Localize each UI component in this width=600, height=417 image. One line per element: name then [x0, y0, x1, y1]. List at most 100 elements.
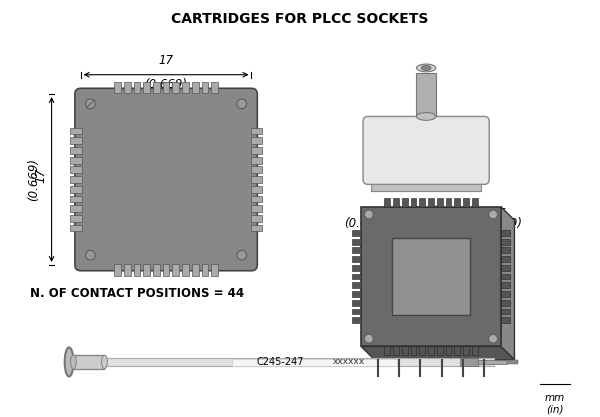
Text: (0.629): (0.629): [344, 217, 388, 230]
Circle shape: [86, 250, 95, 260]
Bar: [202, 81, 208, 93]
Bar: [211, 264, 218, 276]
Circle shape: [365, 210, 373, 219]
Circle shape: [86, 99, 95, 109]
Bar: [402, 347, 408, 355]
Bar: [251, 157, 262, 163]
Bar: [163, 264, 169, 276]
Bar: [385, 347, 390, 355]
Bar: [419, 347, 425, 355]
Bar: [251, 215, 262, 222]
Bar: [70, 157, 82, 163]
Bar: [134, 264, 140, 276]
Bar: [410, 198, 416, 207]
Bar: [437, 347, 443, 355]
Bar: [202, 264, 208, 276]
Ellipse shape: [416, 64, 436, 72]
Bar: [70, 147, 82, 154]
Ellipse shape: [101, 355, 107, 369]
Text: 16: 16: [491, 207, 506, 220]
Bar: [385, 198, 390, 207]
Bar: [251, 186, 262, 193]
Bar: [70, 205, 82, 212]
Text: 17: 17: [35, 168, 48, 183]
Bar: [463, 347, 469, 355]
Bar: [460, 358, 478, 366]
Bar: [501, 291, 509, 297]
Ellipse shape: [65, 347, 73, 377]
Bar: [352, 291, 361, 297]
Text: CARTRIDGES FOR PLCC SOCKETS: CARTRIDGES FOR PLCC SOCKETS: [172, 12, 428, 25]
Bar: [402, 198, 408, 207]
Bar: [463, 198, 469, 207]
Bar: [454, 198, 460, 207]
Bar: [251, 176, 262, 183]
Ellipse shape: [416, 113, 436, 121]
Bar: [124, 264, 131, 276]
Text: xxxxxx: xxxxxx: [332, 357, 365, 367]
Bar: [134, 81, 140, 93]
Bar: [70, 215, 82, 222]
Bar: [251, 147, 262, 154]
Text: 16: 16: [361, 207, 376, 220]
FancyBboxPatch shape: [361, 207, 501, 347]
FancyBboxPatch shape: [392, 238, 470, 315]
Bar: [501, 274, 509, 279]
Bar: [143, 264, 150, 276]
Bar: [70, 186, 82, 193]
Bar: [352, 300, 361, 306]
Bar: [70, 137, 82, 144]
Text: C245-247: C245-247: [257, 357, 304, 367]
Bar: [501, 256, 509, 262]
Bar: [232, 359, 397, 366]
Bar: [501, 265, 509, 271]
Bar: [182, 81, 189, 93]
Circle shape: [365, 334, 373, 343]
Text: 17: 17: [158, 54, 173, 67]
Text: N. OF CONTACT POSITIONS = 44: N. OF CONTACT POSITIONS = 44: [30, 287, 244, 300]
Bar: [172, 81, 179, 93]
Polygon shape: [501, 207, 514, 360]
Bar: [70, 176, 82, 183]
Bar: [352, 230, 361, 236]
Bar: [454, 347, 460, 355]
Bar: [352, 317, 361, 323]
Bar: [393, 347, 399, 355]
Bar: [251, 205, 262, 212]
Ellipse shape: [421, 65, 431, 70]
Circle shape: [489, 334, 497, 343]
Bar: [182, 264, 189, 276]
Ellipse shape: [71, 355, 76, 369]
Bar: [192, 264, 199, 276]
Text: mm
(in): mm (in): [545, 393, 565, 414]
Bar: [70, 166, 82, 173]
FancyBboxPatch shape: [75, 88, 257, 271]
Bar: [501, 300, 509, 306]
Bar: [192, 81, 199, 93]
Bar: [114, 264, 121, 276]
Bar: [251, 166, 262, 173]
Bar: [352, 239, 361, 244]
Bar: [437, 198, 443, 207]
Bar: [410, 347, 416, 355]
Polygon shape: [361, 347, 514, 360]
Bar: [70, 196, 82, 202]
Bar: [251, 196, 262, 202]
Bar: [251, 225, 262, 231]
Bar: [416, 73, 436, 116]
Bar: [501, 247, 509, 253]
Bar: [163, 81, 169, 93]
Bar: [501, 239, 509, 244]
Bar: [124, 81, 131, 93]
Bar: [506, 360, 518, 364]
Bar: [428, 347, 434, 355]
Bar: [419, 198, 425, 207]
Bar: [153, 264, 160, 276]
Bar: [143, 81, 150, 93]
Bar: [501, 317, 509, 323]
Circle shape: [237, 99, 247, 109]
Bar: [352, 309, 361, 314]
Bar: [472, 347, 478, 355]
Bar: [393, 198, 399, 207]
Bar: [251, 137, 262, 144]
